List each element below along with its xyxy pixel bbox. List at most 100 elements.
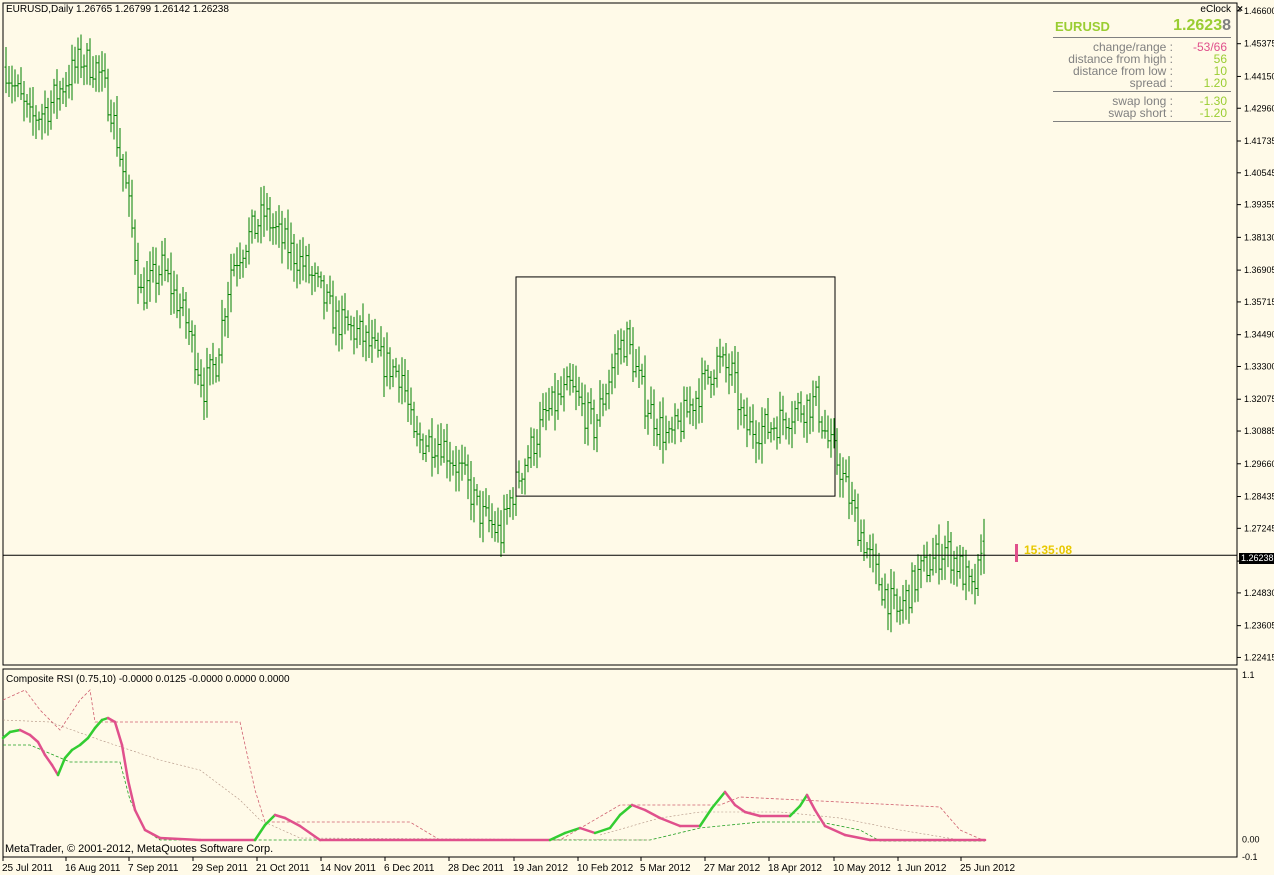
ohlc-bar — [955, 546, 959, 587]
ohlc-bar — [481, 491, 485, 543]
eclock-symbol: EURUSD — [1055, 19, 1110, 34]
ohlc-bar — [112, 102, 116, 140]
ohlc-bar — [751, 404, 755, 449]
eclock-stat-label: distance from low : — [1072, 64, 1173, 78]
ohlc-bar — [280, 210, 284, 264]
chart-title: EURUSD,Daily 1.26765 1.26799 1.26142 1.2… — [6, 4, 229, 15]
ohlc-bar — [424, 435, 428, 463]
rsi-line-segment — [56, 756, 67, 777]
ohlc-bar — [844, 459, 848, 483]
ohlc-bar — [745, 397, 749, 448]
price-axis-label: 1.36905 — [1244, 265, 1274, 275]
close-icon[interactable]: × — [1237, 4, 1243, 15]
time-axis-label: 14 Nov 2011 — [320, 863, 376, 874]
ohlc-bar — [382, 337, 386, 398]
eclock-stat-label: change/range : — [1092, 40, 1173, 54]
ohlc-bar — [319, 271, 323, 289]
ohlc-bar — [154, 247, 158, 303]
ohlc-bar — [763, 408, 767, 444]
ohlc-bar — [289, 222, 293, 271]
ohlc-bar — [379, 326, 383, 357]
ohlc-bar — [664, 415, 668, 451]
eclock-stat-row: distance from low : 10 — [1053, 65, 1231, 77]
eclock-swap-label: swap short : — [1108, 106, 1173, 120]
ohlc-bar — [562, 368, 566, 412]
ohlc-bar — [31, 87, 35, 136]
ohlc-bar — [406, 370, 410, 422]
ohlc-bar — [796, 392, 800, 422]
ohlc-bar — [817, 375, 821, 433]
annotation-rectangle[interactable] — [515, 276, 836, 497]
price-axis-label: 1.27245 — [1244, 523, 1274, 533]
ohlc-bar — [598, 380, 602, 427]
ohlc-bar — [340, 295, 344, 350]
ohlc-bar — [946, 520, 950, 568]
ohlc-bar — [916, 554, 920, 602]
rsi-line-segment — [28, 733, 40, 744]
ohlc-bar — [436, 424, 440, 475]
ohlc-bar — [121, 153, 125, 192]
price-axis-label: 1.33300 — [1244, 361, 1274, 371]
eclock-stat-label: distance from high : — [1068, 52, 1173, 66]
rsi-line-segment — [133, 808, 147, 832]
ohlc-bar — [433, 438, 437, 468]
ohlc-bar — [421, 433, 425, 461]
ohlc-bar — [547, 387, 551, 421]
ohlc-bar — [511, 487, 515, 520]
time-axis-label: 21 Oct 2011 — [256, 863, 310, 874]
rsi-line-segment — [813, 808, 827, 828]
ohlc-bar — [907, 584, 911, 624]
ohlc-bar — [622, 330, 626, 363]
ohlc-bar — [82, 54, 86, 86]
indicator-scale-label: 1.1 — [1242, 670, 1255, 680]
ohlc-bar — [937, 524, 941, 585]
ohlc-bar — [10, 65, 14, 104]
price-axis-label: 1.46600 — [1244, 6, 1274, 16]
rsi-line-segment — [710, 790, 727, 810]
ohlc-bar — [463, 446, 467, 475]
ohlc-bar — [25, 93, 29, 118]
ohlc-bar — [229, 253, 233, 313]
ohlc-bar — [394, 357, 398, 378]
ohlc-bar — [331, 280, 335, 334]
ohlc-bar — [316, 266, 320, 288]
ohlc-bar — [859, 519, 863, 552]
ohlc-bar — [334, 296, 338, 346]
ohlc-bar — [211, 342, 215, 385]
ohlc-bar — [721, 346, 725, 367]
ohlc-bar — [466, 454, 470, 500]
ohlc-bar — [106, 68, 110, 122]
rsi-line-segment — [788, 804, 802, 818]
ohlc-bar — [196, 352, 200, 386]
ohlc-bar — [814, 380, 818, 406]
ohlc-bar — [115, 95, 119, 157]
ohlc-bar — [454, 446, 458, 492]
ohlc-bar — [970, 568, 974, 595]
ohlc-bar — [457, 449, 461, 492]
ohlc-bar — [919, 554, 923, 589]
ohlc-bar — [307, 243, 311, 284]
ohlc-bar — [403, 358, 407, 403]
eclock-swap-value: -1.20 — [1199, 106, 1227, 120]
ohlc-bar — [790, 401, 794, 449]
ohlc-bar — [388, 347, 392, 390]
ohlc-bar — [565, 366, 569, 391]
ohlc-bar — [373, 318, 377, 349]
ohlc-bar — [247, 217, 251, 265]
ohlc-bar — [445, 423, 449, 479]
ohlc-bar — [748, 406, 752, 436]
ohlc-bar — [439, 423, 443, 466]
eclock-price-last-digit: 8 — [1222, 17, 1231, 34]
ohlc-bar — [568, 363, 572, 396]
ohlc-bar — [268, 197, 272, 242]
ohlc-bar — [94, 55, 98, 92]
price-axis-label: 1.45375 — [1244, 39, 1274, 49]
rsi-line-segment — [608, 813, 622, 830]
ohlc-bar — [484, 488, 488, 517]
ohlc-bar — [715, 346, 719, 388]
rsi-line-segment — [106, 716, 117, 724]
rsi-line-segment — [263, 813, 277, 827]
ohlc-bar — [553, 372, 557, 431]
ohlc-bar — [700, 357, 704, 423]
